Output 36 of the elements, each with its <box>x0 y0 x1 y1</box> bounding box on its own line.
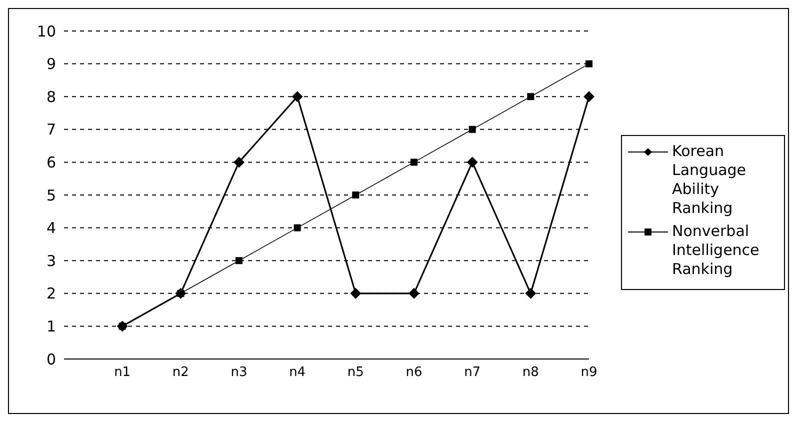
legend-label: Korean Language Ability Ranking <box>672 142 748 218</box>
point <box>234 156 244 168</box>
point <box>584 91 594 102</box>
point <box>352 192 360 198</box>
x-tick-label: n1 <box>114 365 131 380</box>
x-tick-label: n2 <box>172 365 189 380</box>
point <box>292 91 303 102</box>
point <box>466 156 478 168</box>
y-tick-label: 5 <box>46 186 56 204</box>
x-tick-label: n7 <box>464 365 481 380</box>
x-tick-label: n6 <box>406 365 422 380</box>
x-tick-label: n4 <box>289 365 306 380</box>
y-tick-label: 6 <box>46 154 56 172</box>
point <box>527 93 534 100</box>
x-tick-label: n5 <box>347 365 364 380</box>
point <box>468 126 476 133</box>
x-tick-label: n9 <box>580 365 598 380</box>
y-tick-label: 4 <box>46 219 56 238</box>
point <box>236 257 242 264</box>
x-tick-label: n3 <box>230 365 248 380</box>
legend-label: Nonverbal Intelligence Ranking <box>672 222 760 279</box>
y-tick-label: 10 <box>36 22 56 40</box>
y-tick-label: 2 <box>46 284 56 303</box>
point <box>525 288 536 299</box>
point <box>410 158 418 166</box>
y-tick-label: 8 <box>46 88 56 106</box>
y-tick-label: 1 <box>46 318 56 336</box>
point <box>586 60 592 68</box>
y-tick-label: 7 <box>46 120 56 139</box>
point <box>294 224 301 232</box>
y-tick-label: 3 <box>46 252 56 270</box>
x-tick-label: n8 <box>522 365 539 380</box>
point <box>350 288 362 299</box>
point <box>408 288 420 299</box>
y-tick-label: 0 <box>46 350 56 368</box>
y-tick-label: 9 <box>46 55 56 74</box>
